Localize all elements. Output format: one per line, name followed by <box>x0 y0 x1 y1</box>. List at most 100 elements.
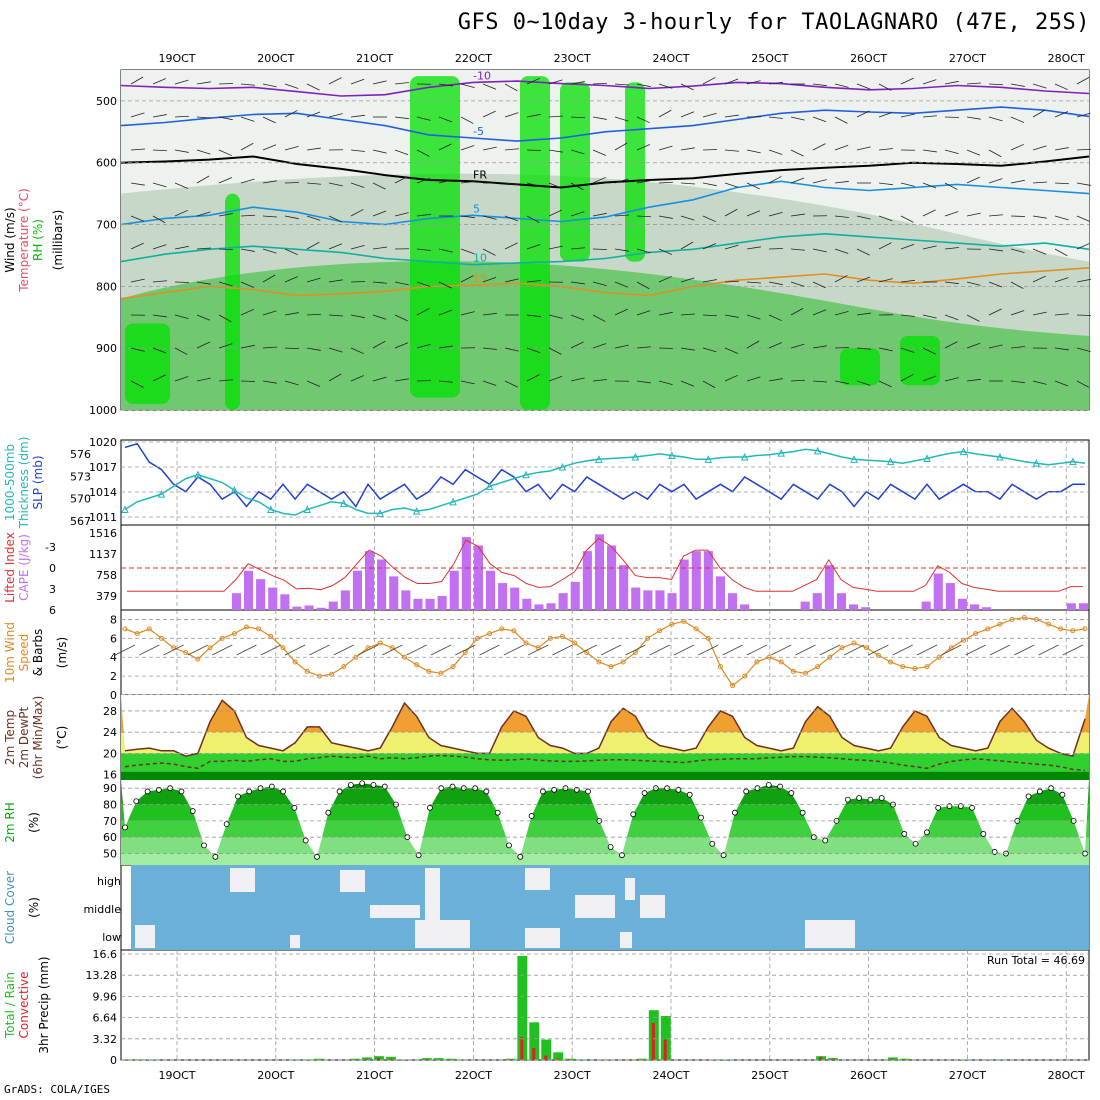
wind-barb <box>658 275 672 283</box>
wind-barb <box>1032 83 1047 89</box>
wind-barb <box>812 281 826 289</box>
wind-barb <box>196 341 210 349</box>
wind-barb <box>152 280 167 283</box>
wind-barb <box>196 149 211 155</box>
y-tick-precip: 16.6 <box>93 948 118 961</box>
wind-barb <box>394 342 409 349</box>
rh2m-point <box>325 809 332 816</box>
wind-barb <box>372 149 387 154</box>
rh2m-point <box>1036 788 1043 795</box>
rh2m-point <box>133 798 140 805</box>
wind-barb-10m <box>455 644 476 656</box>
wind-barb <box>878 182 893 186</box>
wind-barb <box>680 147 695 151</box>
wind-barb <box>218 116 233 121</box>
cape-bar <box>740 604 750 610</box>
rh2m-band <box>121 853 1089 865</box>
cape-bar <box>679 559 689 610</box>
wind-barb-10m <box>552 644 573 656</box>
rh-moist-cell <box>560 82 590 262</box>
wind-speed-point <box>122 626 128 632</box>
wind-barb <box>724 280 740 283</box>
wind-barb <box>878 278 893 283</box>
wind-barb <box>702 215 716 223</box>
wind-speed-point <box>292 659 298 665</box>
wind-barb <box>614 83 629 86</box>
wind-barb-10m <box>746 644 768 656</box>
precip-total-bar <box>314 1058 325 1060</box>
rh2m-point <box>709 840 716 847</box>
wind-speed-point <box>717 664 723 670</box>
wind-barb <box>1054 248 1068 257</box>
wind-barb <box>790 307 804 316</box>
wind-barb <box>922 209 936 217</box>
wind-barb <box>130 380 144 388</box>
wind-barb <box>262 380 277 384</box>
wind-barb <box>306 313 322 316</box>
rh2m-point <box>980 831 987 837</box>
wind-barb <box>1010 310 1025 316</box>
thickness-marker <box>813 446 822 455</box>
temp-line <box>124 699 1086 757</box>
isotherm--10 <box>120 80 1090 97</box>
wind-speed-point <box>584 650 590 655</box>
rh2m-point <box>212 853 219 860</box>
wind-barb <box>702 380 716 389</box>
wind-barb <box>834 215 849 218</box>
wind-barb <box>482 83 497 90</box>
wind-barb <box>944 182 958 190</box>
wind-speed-point <box>730 683 736 689</box>
thickness-line <box>124 448 1086 516</box>
wind-barb <box>878 215 893 222</box>
wind-barb <box>548 245 563 250</box>
wind-barb <box>856 248 870 256</box>
wind-barb <box>548 314 563 319</box>
wind-speed-point <box>195 656 201 662</box>
wind-speed-point <box>256 626 262 632</box>
isotherm-label: FR <box>473 168 487 181</box>
wind-barb <box>416 308 430 316</box>
panel-label-upper: Temperature (°C) <box>17 188 31 293</box>
precip-convective-bar <box>831 1058 835 1060</box>
x-tick-label-bottom: 21OCT <box>356 1069 393 1082</box>
wind-barb <box>504 242 518 250</box>
wind-barb <box>680 111 695 118</box>
wind-barb <box>460 145 475 151</box>
wind-barb <box>790 116 805 121</box>
wind-barb-10m <box>892 644 913 656</box>
wind-barb <box>152 215 166 224</box>
cape-bar <box>812 593 822 610</box>
wind-barb <box>966 342 981 349</box>
wind-barb <box>350 375 365 382</box>
wind-barb <box>834 380 849 385</box>
wind-barb <box>526 347 541 354</box>
wind-barb <box>372 80 387 85</box>
wind-barb <box>878 380 892 388</box>
wind-barb <box>460 116 474 124</box>
lifted-index-line <box>127 537 1083 592</box>
wind-speed-point <box>487 631 493 637</box>
y-tick-cloud-layer: middle <box>83 903 121 916</box>
wind-barb <box>1010 380 1025 384</box>
cape-bar <box>352 570 362 610</box>
wind-barb <box>394 116 409 120</box>
isotherm-label: -10 <box>473 69 491 82</box>
wind-barb <box>240 178 255 184</box>
wind-barb <box>130 76 144 85</box>
wind-barb <box>526 215 540 223</box>
wind-barb <box>812 380 827 383</box>
wind-barb <box>306 215 321 221</box>
cape-bar <box>558 593 568 610</box>
wind-barb <box>1076 112 1091 118</box>
cape-bar <box>413 598 423 610</box>
x-tick-label-bottom: 20OCT <box>257 1069 294 1082</box>
wind-barb-10m <box>941 644 962 656</box>
y-tick-li: 6 <box>49 604 56 617</box>
panel-label-slp: SLP (mb) <box>31 455 45 509</box>
wind-speed-point <box>1082 626 1088 632</box>
wind-barb <box>1010 248 1025 254</box>
wind-barb <box>1032 181 1047 184</box>
y-tick-pressure: 600 <box>96 157 117 170</box>
x-tick-label-top: 25OCT <box>751 52 788 65</box>
cape-bar <box>970 604 980 610</box>
